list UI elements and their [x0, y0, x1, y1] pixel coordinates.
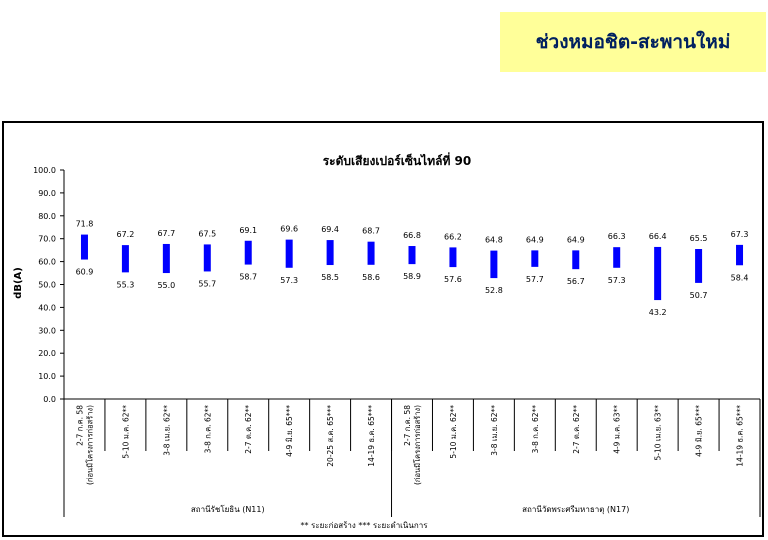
x-tick-label: 2-7 ก.ค. 58 [75, 405, 84, 446]
x-tick-label-note: (ก่อนมีโครงการก่อสร้าง) [413, 405, 422, 485]
range-bar [572, 250, 580, 270]
max-value-label: 66.3 [608, 232, 626, 241]
y-tick-label: 60.0 [38, 258, 56, 267]
range-bar [80, 234, 88, 260]
min-value-label: 52.8 [485, 286, 503, 295]
x-tick-label: 20-25 ส.ค. 65*** [326, 405, 335, 467]
range-bar [736, 244, 744, 266]
min-value-label: 60.9 [76, 268, 94, 277]
axes: 0.0 10.0 20.0 30.0 40.0 50.0 60.0 70.0 80.0 90.0 1… [33, 166, 761, 517]
max-value-label: 64.9 [567, 235, 585, 244]
range-bar [244, 240, 252, 265]
y-tick-label: 70.0 [38, 235, 56, 244]
footnote: ** ระยะก่อสร้าง *** ระยะดำเนินการ [300, 521, 428, 530]
y-tick-label: 20.0 [38, 349, 56, 358]
min-value-label: 57.3 [608, 276, 626, 285]
max-value-label: 68.7 [362, 227, 380, 236]
group-label: สถานีรัชโยธิน (N11) [191, 504, 265, 514]
page-title: ช่วงหมอชิต-สะพานใหม่ [500, 12, 766, 72]
x-tick-label: 4-9 ม.ค. 63** [613, 405, 622, 454]
max-value-label: 64.8 [485, 236, 503, 245]
max-value-label: 65.5 [690, 234, 708, 243]
min-value-label: 57.6 [444, 275, 462, 284]
x-tick-label: 3-8 เม.ย. 62** [490, 405, 499, 456]
max-value-label: 66.4 [649, 232, 667, 241]
x-tick-label: 3-8 ก.ค. 62** [531, 405, 540, 454]
y-tick-label: 90.0 [38, 189, 56, 198]
x-tick-label: 3-8 ก.ค. 62** [203, 405, 212, 454]
y-axis-label: dB(A) [13, 267, 24, 299]
min-value-label: 55.3 [117, 280, 135, 289]
min-value-label: 55.7 [198, 279, 216, 288]
min-value-label: 55.0 [157, 281, 175, 290]
min-value-label: 50.7 [690, 291, 708, 300]
x-tick-label: 4-9 มิ.ย. 65*** [695, 405, 704, 457]
page-title-text: ช่วงหมอชิต-สะพานใหม่ [535, 31, 731, 53]
x-tick-label: 5-10 เม.ย. 63** [654, 405, 663, 461]
labels: สถานีรัชโยธิน (N11) สถานีวัดพระศรีมหาธาตุ… [75, 220, 748, 514]
range-bar [490, 250, 498, 279]
chart-frame [2, 121, 764, 537]
max-value-label: 67.3 [731, 230, 749, 239]
max-value-label: 66.2 [444, 232, 462, 241]
max-value-label: 66.8 [403, 231, 421, 240]
range-bar [203, 244, 211, 272]
max-value-label: 67.7 [157, 229, 175, 238]
min-value-label: 58.6 [362, 273, 380, 282]
x-tick-label: 5-10 ม.ค. 62** [449, 405, 458, 459]
chart-title: ระดับเสียงเปอร์เซ็นไทล์ที่ 90 [323, 152, 472, 168]
y-tick-label: 30.0 [38, 326, 56, 335]
x-tick-label: 14-19 ธ.ค. 65*** [736, 405, 745, 467]
x-tick-label: 14-19 ธ.ค. 65*** [367, 405, 376, 467]
min-value-label: 57.3 [280, 276, 298, 285]
min-value-label: 58.9 [403, 272, 421, 281]
min-value-label: 43.2 [649, 308, 667, 317]
y-tick-label: 100.0 [33, 166, 56, 175]
max-value-label: 64.9 [526, 235, 544, 244]
max-value-label: 67.2 [117, 230, 135, 239]
range-bar [613, 247, 621, 268]
y-tick-label: 0.0 [43, 395, 56, 404]
range-bar [449, 247, 457, 268]
x-tick-label: 2-7 ก.ค. 58 [403, 405, 412, 446]
y-tick-label: 40.0 [38, 303, 56, 312]
group-label: สถานีวัดพระศรีมหาธาตุ (N17) [522, 505, 629, 514]
range-bar [121, 245, 129, 273]
x-tick-label: 2-7 ต.ค. 62** [572, 405, 581, 454]
max-value-label: 69.1 [239, 226, 257, 235]
min-value-label: 57.7 [526, 275, 544, 284]
max-value-label: 69.4 [321, 225, 339, 234]
x-tick-label: 2-7 ต.ค. 62** [244, 405, 253, 454]
x-tick-label-note: (ก่อนมีโครงการก่อสร้าง) [85, 405, 94, 485]
x-tick-label: 3-8 เม.ย. 62** [162, 405, 171, 456]
max-value-label: 71.8 [76, 220, 94, 229]
range-bar [367, 241, 375, 265]
min-value-label: 56.7 [567, 277, 585, 286]
y-tick-label: 80.0 [38, 212, 56, 221]
min-value-label: 58.7 [239, 273, 257, 282]
range-bar [162, 243, 170, 274]
min-value-label: 58.5 [321, 273, 339, 282]
x-tick-label: 5-10 ม.ค. 62** [121, 405, 130, 459]
range-bar [654, 246, 662, 301]
range-bar [408, 246, 416, 265]
y-tick-label: 50.0 [38, 281, 56, 290]
bars [80, 234, 744, 301]
range-bar [695, 249, 703, 283]
min-value-label: 58.4 [731, 273, 749, 282]
range-bar [531, 250, 539, 267]
y-tick-label: 10.0 [38, 372, 56, 381]
max-value-label: 67.5 [198, 229, 216, 238]
range-bar [285, 239, 293, 268]
max-value-label: 69.6 [280, 225, 298, 234]
x-tick-label: 4-9 มิ.ย. 65*** [285, 405, 294, 457]
range-bar [326, 240, 334, 266]
